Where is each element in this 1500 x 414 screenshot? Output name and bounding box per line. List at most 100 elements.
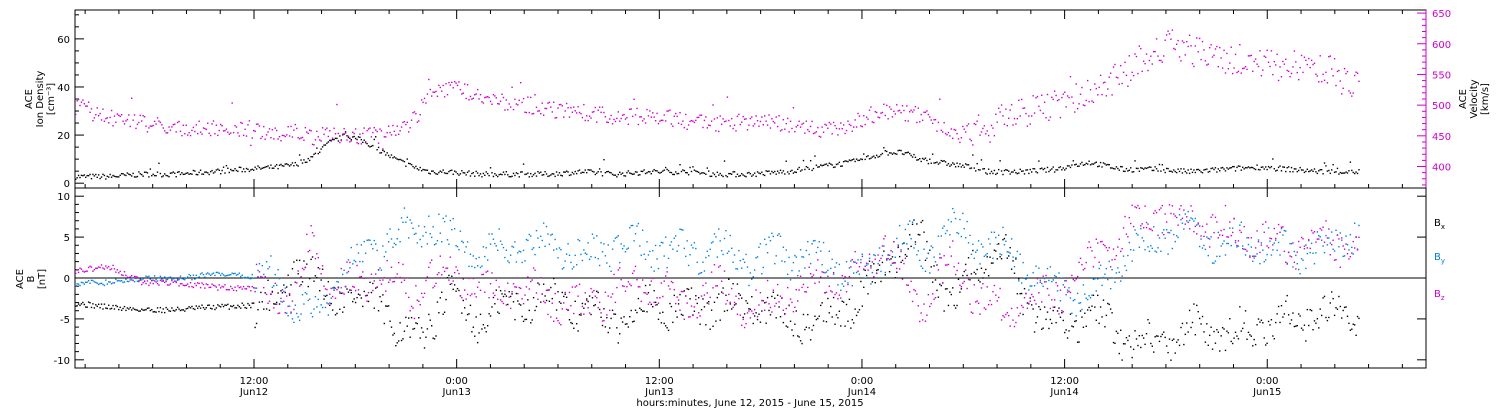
bz-point bbox=[907, 284, 909, 287]
density-point bbox=[486, 172, 489, 175]
density-point bbox=[441, 171, 443, 173]
density-point bbox=[1318, 170, 1320, 172]
velocity-point bbox=[317, 136, 319, 138]
bx-point bbox=[888, 270, 891, 273]
by-point bbox=[939, 253, 941, 255]
bx-point bbox=[719, 319, 721, 321]
velocity-point bbox=[178, 120, 180, 123]
velocity-point bbox=[762, 124, 764, 126]
bz-point bbox=[851, 258, 853, 261]
bx-point bbox=[929, 249, 931, 251]
velocity-point bbox=[893, 110, 895, 113]
by-point bbox=[79, 284, 81, 287]
velocity-point bbox=[538, 110, 541, 112]
by-point bbox=[1256, 253, 1258, 255]
bz-point bbox=[975, 301, 977, 303]
bz-point bbox=[465, 298, 467, 300]
by-point bbox=[1036, 282, 1039, 284]
date-tick-label: Jun13 bbox=[644, 387, 673, 398]
bz-point bbox=[1135, 207, 1138, 209]
bx-point bbox=[611, 309, 614, 312]
bz-point bbox=[172, 281, 175, 283]
density-point bbox=[1055, 169, 1057, 171]
density-point bbox=[296, 164, 298, 166]
bx-point bbox=[75, 305, 77, 307]
bz-point bbox=[1210, 216, 1212, 218]
density-point bbox=[135, 176, 137, 178]
bz-point bbox=[683, 318, 686, 320]
density-point bbox=[1026, 169, 1029, 171]
bx-point bbox=[822, 320, 825, 322]
by-point bbox=[1000, 254, 1003, 256]
bz-point bbox=[812, 274, 815, 276]
velocity-point bbox=[334, 133, 337, 135]
density-point bbox=[741, 172, 743, 175]
bz-point bbox=[228, 289, 230, 291]
bx-point bbox=[327, 280, 330, 283]
density-point bbox=[1102, 162, 1105, 164]
velocity-point bbox=[832, 121, 835, 124]
density-point bbox=[260, 168, 262, 170]
by-point bbox=[956, 231, 958, 234]
bx-point bbox=[614, 313, 617, 315]
density-point bbox=[768, 170, 770, 172]
bx-point bbox=[687, 288, 690, 291]
velocity-point bbox=[1032, 95, 1034, 97]
density-point bbox=[1062, 167, 1064, 169]
density-point bbox=[1313, 168, 1316, 170]
by-point bbox=[362, 260, 364, 263]
bx-point bbox=[535, 305, 538, 308]
velocity-point bbox=[426, 93, 429, 95]
bx-point bbox=[565, 296, 568, 298]
bx-point bbox=[547, 289, 549, 291]
bfield-tick-label: -5 bbox=[60, 315, 70, 326]
by-point bbox=[1098, 267, 1100, 270]
bx-point bbox=[85, 306, 87, 308]
density-point bbox=[1303, 171, 1306, 174]
density-point bbox=[519, 171, 522, 173]
velocity-point bbox=[847, 120, 849, 122]
by-point bbox=[244, 276, 246, 279]
velocity-point bbox=[1263, 55, 1265, 57]
density-point bbox=[286, 163, 288, 165]
bz-point bbox=[283, 300, 285, 302]
bz-point bbox=[1345, 243, 1347, 245]
bx-point bbox=[409, 336, 411, 338]
bx-point bbox=[1256, 324, 1258, 326]
by-point bbox=[456, 245, 459, 248]
bz-point bbox=[538, 283, 541, 285]
bz-point bbox=[865, 262, 868, 264]
by-point bbox=[888, 258, 891, 261]
velocity-point bbox=[825, 124, 828, 126]
bx-point bbox=[326, 294, 328, 297]
velocity-point bbox=[1061, 96, 1063, 99]
bx-point bbox=[901, 259, 904, 262]
bz-point bbox=[782, 309, 785, 312]
bz-point bbox=[1293, 261, 1296, 264]
bz-point bbox=[350, 289, 353, 292]
bx-point bbox=[673, 294, 675, 297]
bz-point bbox=[646, 293, 648, 295]
bz-point bbox=[970, 311, 973, 313]
bz-point bbox=[1140, 225, 1142, 227]
bx-point bbox=[857, 311, 859, 313]
density-point bbox=[346, 135, 348, 137]
velocity-point bbox=[801, 123, 803, 125]
bx-point bbox=[1151, 345, 1153, 347]
bx-point bbox=[982, 277, 984, 279]
bx-point bbox=[1020, 292, 1023, 295]
by-point bbox=[633, 240, 635, 242]
bz-point bbox=[204, 287, 206, 289]
density-point bbox=[209, 170, 212, 173]
bx-point bbox=[880, 280, 882, 283]
density-point bbox=[917, 159, 920, 161]
velocity-point bbox=[179, 130, 182, 133]
bx-point bbox=[205, 306, 208, 309]
velocity-point bbox=[713, 118, 716, 120]
by-point bbox=[522, 249, 525, 252]
bx-point bbox=[122, 307, 124, 310]
velocity-point bbox=[1177, 39, 1179, 42]
bx-point bbox=[1221, 326, 1224, 329]
velocity-point bbox=[959, 141, 961, 144]
by-point bbox=[250, 278, 252, 280]
